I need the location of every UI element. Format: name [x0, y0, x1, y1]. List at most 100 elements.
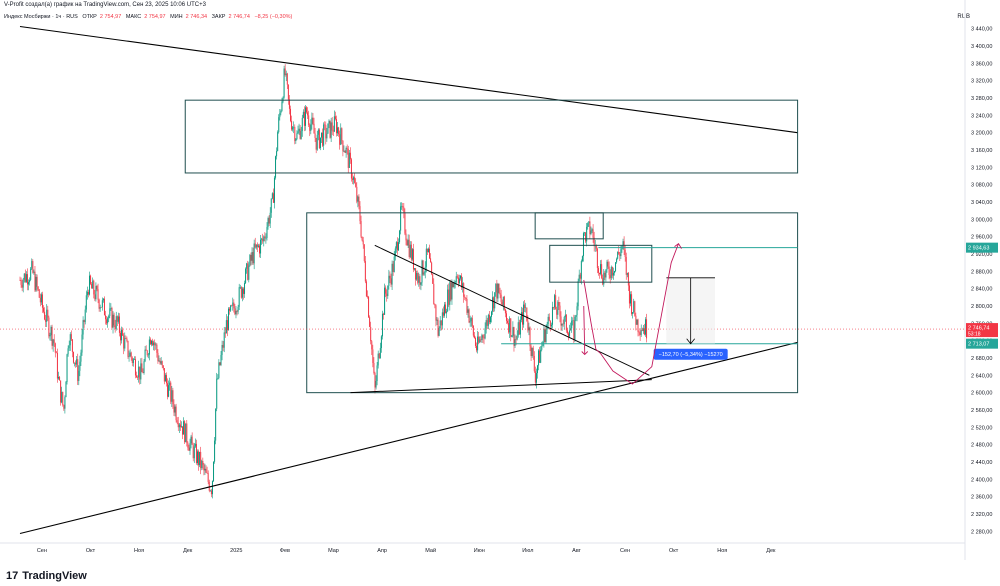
- y-tick-label: 3 040,00: [971, 200, 992, 206]
- candle-body: [147, 354, 149, 356]
- candle-body: [198, 451, 200, 466]
- candle-body: [355, 182, 357, 187]
- candle-body: [98, 299, 100, 309]
- candle-body: [637, 319, 639, 332]
- candle-body: [333, 116, 335, 132]
- candle-body: [641, 330, 643, 332]
- candle-body: [164, 375, 166, 382]
- candle-body: [72, 351, 74, 363]
- candle-body: [91, 283, 93, 289]
- candle-body: [488, 314, 490, 323]
- candle-body: [522, 312, 524, 325]
- candle-body: [439, 320, 441, 329]
- candle-body: [493, 297, 495, 309]
- candle-body: [375, 380, 377, 388]
- candle-body: [330, 122, 332, 138]
- last-price-label-bg: [966, 323, 998, 338]
- candle-body: [471, 318, 473, 326]
- candle-body: [520, 312, 522, 320]
- candle-body: [195, 443, 197, 463]
- candle-body: [146, 350, 148, 356]
- candle-body: [353, 177, 355, 180]
- candle-body: [99, 307, 101, 309]
- candle-body: [442, 312, 444, 316]
- candle-body: [403, 207, 405, 213]
- candle-body: [26, 274, 28, 285]
- candle-body: [213, 461, 215, 482]
- candle-body: [499, 292, 501, 295]
- candle-body: [314, 133, 316, 138]
- candle-body: [141, 363, 143, 373]
- candle-body: [443, 304, 445, 316]
- candle-body: [556, 309, 558, 315]
- candle-body: [352, 178, 354, 180]
- candle-body: [599, 272, 601, 274]
- x-tick-label: Окт: [86, 548, 96, 554]
- candle-body: [473, 335, 475, 339]
- high-value: 2 754,97: [144, 14, 166, 20]
- candle-body: [406, 240, 408, 246]
- candle-body: [563, 317, 565, 325]
- candle-body: [153, 342, 155, 346]
- candle-body: [90, 275, 92, 284]
- candle-body: [467, 309, 469, 313]
- candle-body: [423, 272, 425, 275]
- candle-body: [169, 382, 171, 386]
- currency-label[interactable]: RUB: [957, 14, 970, 20]
- candle-body: [97, 289, 99, 300]
- candle-body: [347, 148, 349, 168]
- candle-body: [549, 320, 551, 327]
- candle-body: [235, 311, 237, 315]
- candle-body: [532, 347, 534, 356]
- symbol-label[interactable]: Индекс Мосбиржи · 1ч · RUS: [4, 14, 78, 20]
- candle-body: [126, 338, 128, 341]
- candle-body: [182, 426, 184, 435]
- candle-body: [209, 490, 211, 492]
- candle-body: [331, 122, 333, 131]
- y-tick-label: 2 520,00: [971, 425, 992, 431]
- tradingview-brand[interactable]: 17 TradingView: [6, 570, 87, 582]
- candle-body: [513, 327, 515, 346]
- candle-body: [628, 285, 630, 304]
- candle-body: [232, 302, 234, 306]
- candle-body: [64, 397, 66, 409]
- level-high-label-bg: [966, 242, 998, 253]
- candle-body: [94, 294, 96, 300]
- candle-body: [339, 134, 341, 145]
- candle-body: [178, 424, 180, 428]
- y-tick-label: 2 600,00: [971, 391, 992, 397]
- candle-body: [106, 319, 108, 324]
- candle-body: [469, 321, 471, 323]
- candle-body: [544, 329, 546, 342]
- candle-body: [121, 329, 123, 341]
- candle-body: [179, 424, 181, 428]
- candle-body: [30, 268, 32, 280]
- candle-body: [130, 352, 132, 358]
- candle-body: [525, 307, 527, 309]
- candle-body: [431, 262, 433, 275]
- candle-body: [452, 282, 454, 288]
- candle-body: [196, 451, 198, 463]
- candle-body: [474, 338, 476, 346]
- candle-body: [365, 281, 367, 297]
- candle-body: [210, 490, 212, 495]
- candle-body: [545, 329, 547, 342]
- candle-body: [501, 301, 503, 306]
- candle-body: [24, 273, 26, 282]
- candle-body: [118, 316, 120, 333]
- candle-body: [175, 406, 177, 421]
- descending-trendline: [19, 25, 798, 134]
- candle-body: [524, 304, 526, 309]
- candle-body: [33, 271, 35, 273]
- x-tick-label: 2025: [230, 548, 242, 554]
- candle-body: [567, 333, 569, 337]
- candle-body: [52, 339, 54, 346]
- x-tick-label: Июн: [474, 548, 485, 554]
- candle-body: [359, 206, 361, 222]
- candle-body: [390, 278, 392, 285]
- candle-body: [329, 120, 331, 138]
- candle-body: [115, 316, 117, 329]
- candle-body: [412, 249, 414, 270]
- candle-body: [303, 111, 305, 126]
